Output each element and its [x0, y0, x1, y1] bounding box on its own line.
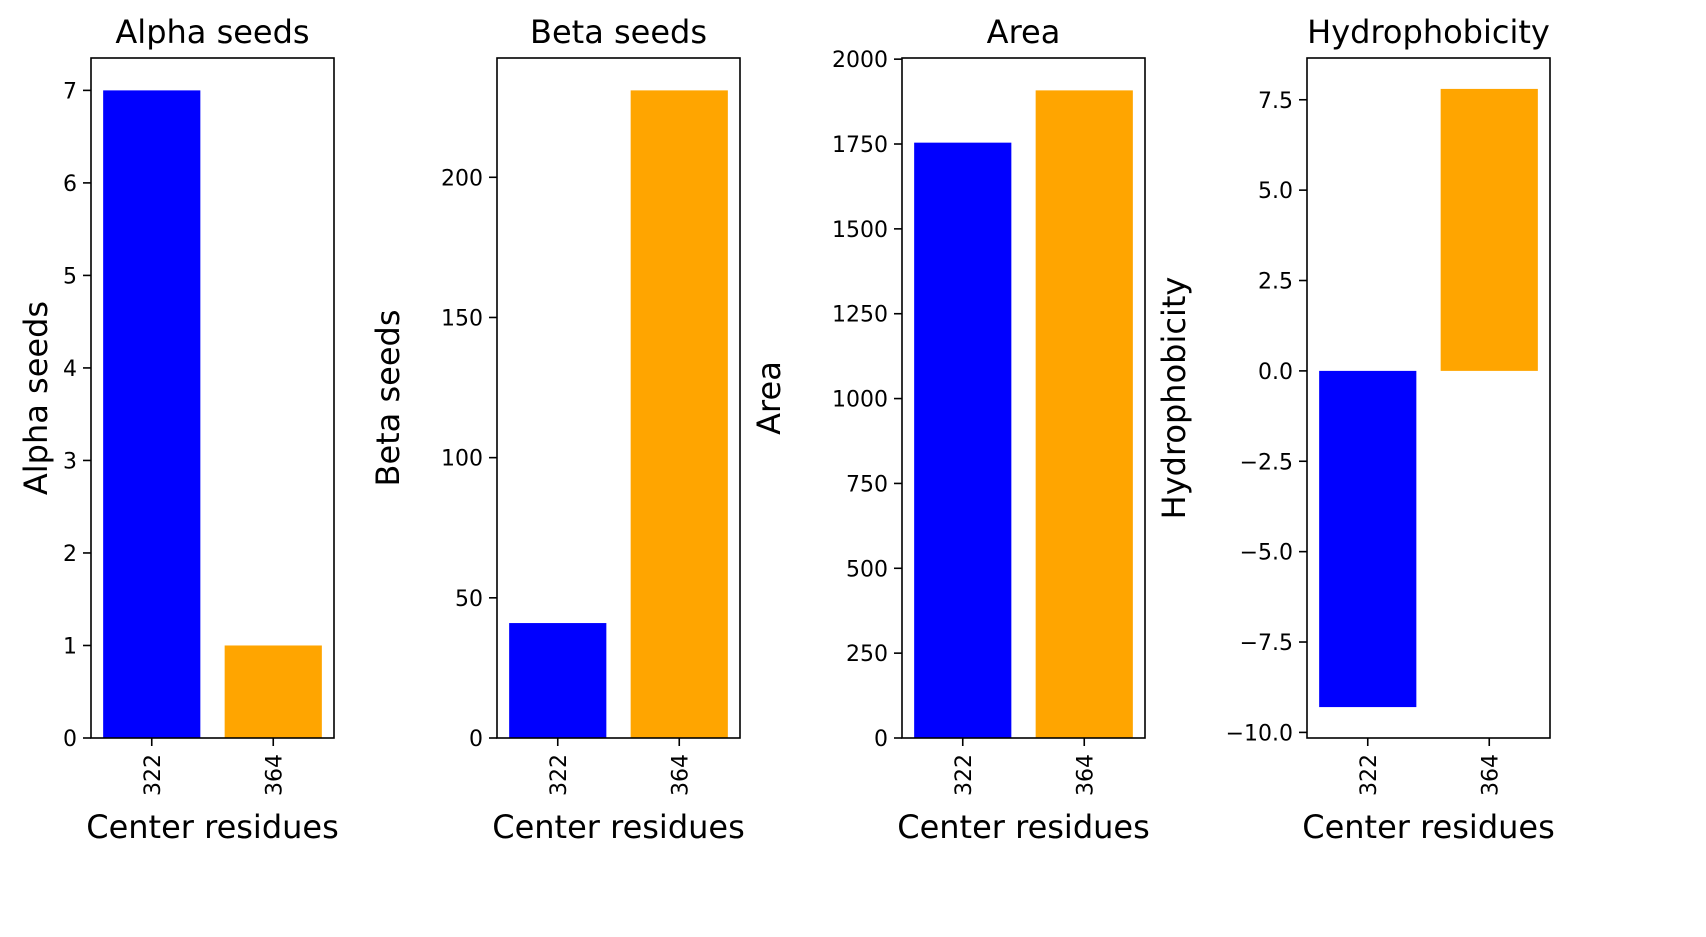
y-tick-label: 100 [441, 447, 483, 472]
y-tick-label: 7.5 [1258, 89, 1293, 114]
y-tick-label: 2000 [832, 48, 888, 73]
y-tick-label: 750 [846, 472, 888, 497]
bar-322 [914, 142, 1012, 738]
y-tick-label: 2.5 [1258, 270, 1293, 295]
panel-title: Hydrophobicity [1307, 13, 1550, 51]
x-tick-label: 364 [1073, 754, 1098, 796]
y-tick-label: 250 [846, 642, 888, 667]
y-tick-label: 1500 [832, 218, 888, 243]
x-tick-label: 322 [547, 754, 572, 796]
y-tick-label: −10.0 [1226, 721, 1293, 746]
y-tick-label: 1250 [832, 303, 888, 328]
y-tick-label: 3 [63, 449, 77, 474]
y-tick-label: 1000 [832, 388, 888, 413]
x-axis-label: Center residues [1302, 808, 1555, 846]
x-tick-label: 364 [262, 754, 287, 796]
y-axis-label: Area [750, 361, 788, 435]
plot-frame [90, 57, 335, 739]
plot-frame [1306, 57, 1551, 739]
bar-322 [509, 623, 607, 738]
panel-title: Area [987, 13, 1061, 51]
y-tick-label: 0.0 [1258, 360, 1293, 385]
bar-364 [630, 90, 728, 738]
y-tick-label: 150 [441, 306, 483, 331]
y-tick-label: 5 [63, 264, 77, 289]
y-tick-label: 500 [846, 557, 888, 582]
y-tick-label: 2 [63, 542, 77, 567]
x-tick-label: 322 [1357, 754, 1382, 796]
y-tick-label: 1 [63, 634, 77, 659]
y-axis-label: Beta seeds [369, 310, 407, 487]
bar-322 [103, 90, 201, 738]
bar-364 [1035, 90, 1133, 738]
bar-364 [1440, 88, 1538, 371]
y-tick-label: −5.0 [1240, 541, 1293, 566]
panel-title: Alpha seeds [115, 13, 309, 51]
panel-title: Beta seeds [530, 13, 707, 51]
x-axis-label: Center residues [86, 808, 339, 846]
y-tick-label: 200 [441, 166, 483, 191]
y-tick-label: 6 [63, 172, 77, 197]
x-tick-label: 364 [668, 754, 693, 796]
bar-364 [224, 645, 322, 738]
y-tick-label: 4 [63, 357, 77, 382]
x-axis-label: Center residues [897, 808, 1150, 846]
y-axis-label: Alpha seeds [17, 301, 55, 495]
x-tick-label: 322 [952, 754, 977, 796]
y-tick-label: 0 [874, 727, 888, 752]
y-tick-label: −2.5 [1240, 450, 1293, 475]
y-tick-label: 50 [455, 587, 483, 612]
x-axis-label: Center residues [492, 808, 745, 846]
y-tick-label: 5.0 [1258, 179, 1293, 204]
y-tick-label: 0 [469, 727, 483, 752]
y-tick-label: 0 [63, 727, 77, 752]
x-tick-label: 364 [1478, 754, 1503, 796]
y-axis-label: Hydrophobicity [1155, 277, 1193, 520]
bar-322 [1319, 370, 1417, 708]
plot-frame [496, 57, 741, 739]
x-tick-label: 322 [141, 754, 166, 796]
y-tick-label: 7 [63, 79, 77, 104]
y-tick-label: 1750 [832, 133, 888, 158]
y-tick-label: −7.5 [1240, 631, 1293, 656]
